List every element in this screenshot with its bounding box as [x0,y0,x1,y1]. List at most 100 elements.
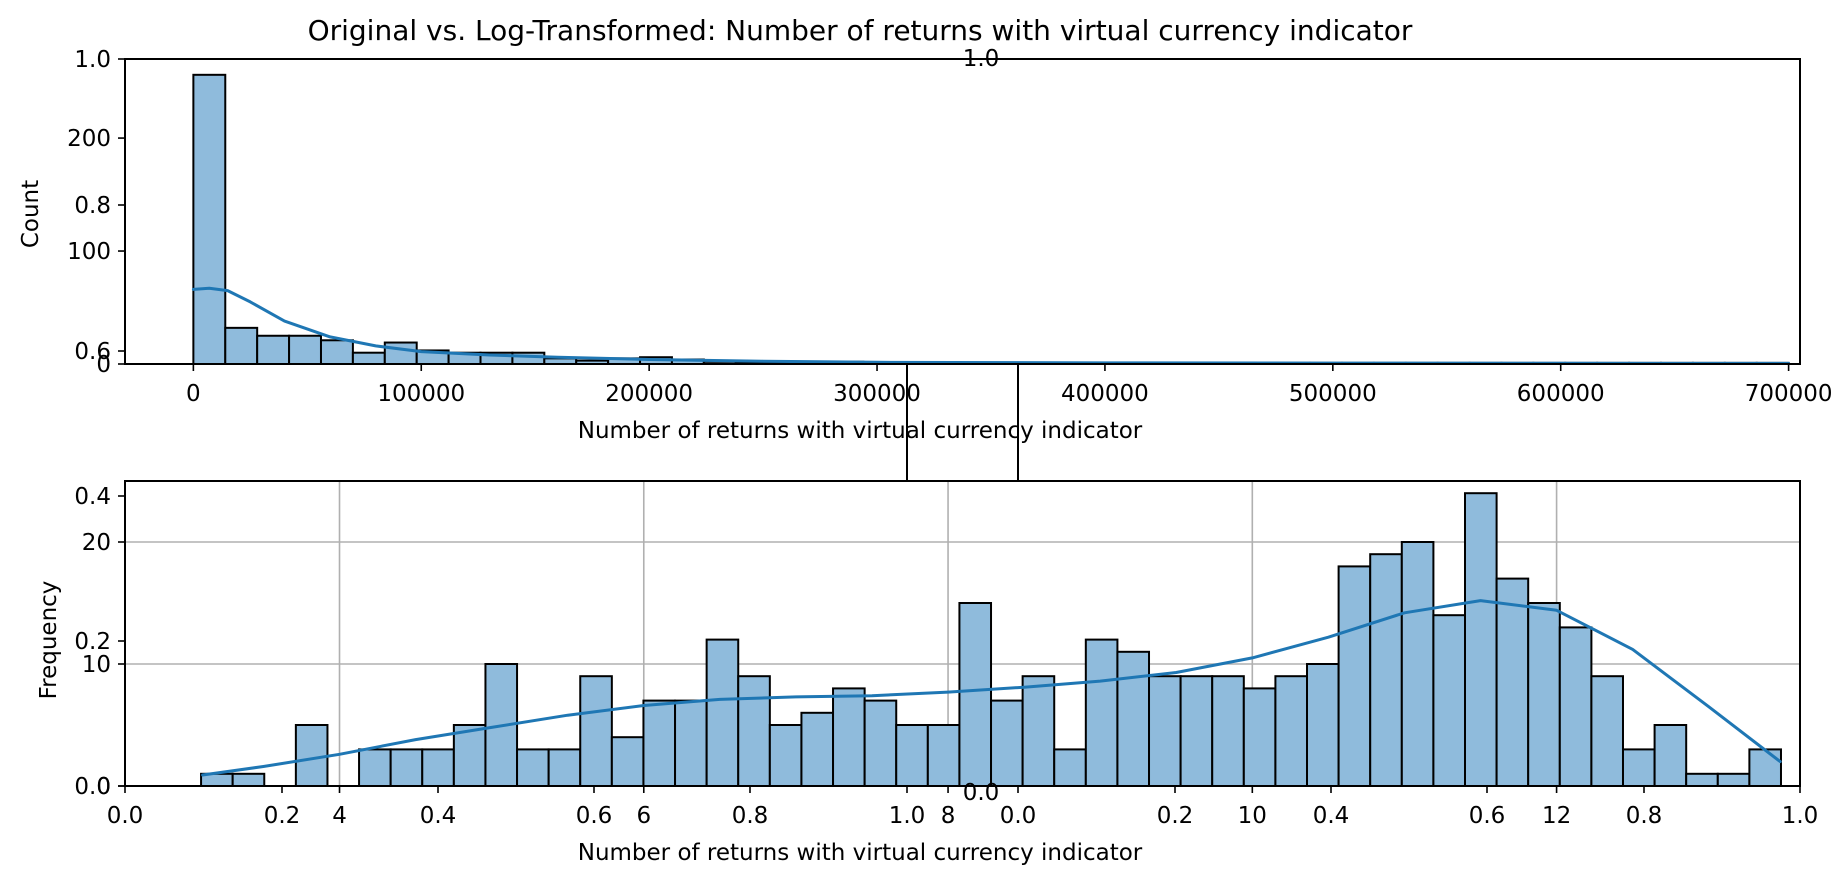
top-axes-frame [124,58,1801,365]
overlay-bottom-x-tick-label-10: 0.8 [1626,803,1663,829]
top-y-axis-label: Count [18,180,44,248]
overlay-bottom-y-tick-label-0: 0.0 [74,774,111,800]
chart-title: Original vs. Log-Transformed: Number of … [308,14,1413,47]
overlay-bottom-x-tick-label-1: 0.2 [264,803,301,829]
bottom-histogram-bar-20 [832,687,866,788]
overlay-center-x-tick-label: 0.0 [963,780,1000,806]
bottom-histogram-bar-35 [1306,663,1340,787]
bottom-histogram-bar-21 [863,699,898,787]
overlay-bottom-x-tick-label-11: 1.0 [1782,803,1819,829]
top-x-tick-label-0: 0 [186,381,201,407]
overlay-bottom-x-tick-label-6: 0.0 [1000,803,1037,829]
bottom-histogram-bar-28 [1084,638,1119,787]
bottom-y-tick-label-2: 20 [82,530,111,556]
bottom-histogram-bar-13 [610,736,645,788]
bottom-histogram-bar-37 [1369,553,1403,788]
overlay-bottom-x-tick-label-2: 0.4 [420,803,457,829]
top-x-tick-label-7: 700000 [1745,381,1833,407]
bottom-histogram-bar-24 [958,602,993,787]
overlay-bottom-x-tick-label-4: 0.8 [732,803,769,829]
overlay-top-y-tick-label-0: 0.6 [74,339,111,365]
bottom-x-tick-label-1: 6 [636,803,651,829]
overlay-bottom-x-tick-label-7: 0.2 [1157,803,1194,829]
top-histogram-bar-2 [256,334,291,365]
bottom-histogram-bar-48 [1716,772,1751,787]
bottom-histogram-bar-26 [1021,675,1056,788]
bottom-histogram-bar-22 [895,724,929,787]
bottom-histogram-bar-30 [1148,675,1182,788]
top-x-tick-label-1: 100000 [377,381,465,407]
bottom-histogram-bar-34 [1274,675,1309,788]
bottom-histogram-bar-31 [1179,675,1214,788]
top-histogram-bar-5 [351,351,386,366]
bottom-histogram-bar-10 [516,748,550,788]
bottom-histogram-bar-29 [1116,650,1151,787]
bottom-y-tick-label-0: 0 [96,774,111,800]
overlay-top-y-tick-label-2: 1.0 [74,47,111,73]
bottom-histogram-bar-45 [1621,748,1656,788]
bottom-histogram-bar-17 [737,675,771,788]
top-histogram-bar-4 [319,339,354,365]
bottom-histogram-bar-47 [1685,772,1719,787]
bottom-histogram-bar-39 [1432,614,1467,788]
bottom-histogram-bar-5 [358,748,392,788]
bottom-kde-curve [201,599,1782,777]
bottom-histogram-bar-18 [768,724,803,787]
top-x-tick-label-2: 200000 [605,381,693,407]
top-x-tick-label-4: 400000 [1061,381,1149,407]
overlay-bottom-x-tick-label-0: 0.0 [107,803,144,829]
top-histogram-bar-1 [224,326,259,365]
bottom-histogram-bar-1 [231,772,266,787]
bottom-y-axis-label: Frequency [36,581,62,700]
bottom-histogram-bar-32 [1211,675,1245,788]
bottom-histogram-bar-16 [705,638,740,787]
top-histogram-bar-0 [192,73,227,365]
bottom-x-axis-label: Number of returns with virtual currency … [578,840,1143,866]
overlay-bottom-x-tick-label-9: 0.6 [1469,803,1506,829]
bottom-histogram-bar-27 [1053,748,1087,788]
bottom-histogram-bar-44 [1590,675,1624,788]
bottom-histogram-bar-14 [642,699,677,787]
bottom-histogram-bar-15 [674,699,708,787]
overlay-bottom-x-tick-label-3: 0.6 [576,803,613,829]
bottom-axes-frame [124,480,1801,787]
bottom-x-tick-label-3: 10 [1238,803,1267,829]
top-x-tick-label-5: 500000 [1289,381,1377,407]
bottom-y-tick-label-1: 10 [82,652,111,678]
bottom-histogram-bar-11 [547,748,582,788]
top-y-tick-label-1: 100 [67,239,111,265]
bottom-histogram-bar-33 [1242,687,1277,788]
bottom-histogram-bar-7 [421,748,455,788]
overlay-bottom-x-tick-label-8: 0.4 [1313,803,1350,829]
bottom-histogram-bar-23 [926,724,961,787]
top-histogram-bar-6 [383,341,418,366]
bottom-histogram-bar-42 [1527,602,1561,787]
top-y-tick-label-0: 0 [96,352,111,378]
overlay-top-y-tick-label-1: 0.8 [74,193,111,219]
overlay-bottom-y-tick-label-2: 0.4 [74,484,111,510]
top-x-axis-label: Number of returns with virtual currency … [578,418,1143,444]
overlay-bottom-y-tick-label-1: 0.2 [74,629,111,655]
bottom-x-tick-label-2: 8 [941,803,956,829]
bottom-histogram-bar-36 [1337,565,1372,788]
overlay-bottom-x-tick-label-5: 1.0 [889,803,926,829]
bottom-histogram-bar-25 [990,699,1024,787]
bottom-histogram-bar-12 [579,675,613,788]
bottom-x-tick-label-0: 4 [332,803,347,829]
top-histogram-bar-3 [288,334,322,365]
bottom-histogram-bar-43 [1558,626,1593,788]
bottom-histogram-bar-41 [1495,577,1530,787]
top-x-tick-label-6: 600000 [1517,381,1605,407]
bottom-histogram-bar-19 [800,711,835,787]
bottom-x-tick-label-4: 12 [1542,803,1571,829]
bottom-histogram-bar-38 [1400,541,1435,787]
bottom-histogram-bar-40 [1464,492,1498,787]
top-y-tick-label-2: 200 [67,126,111,152]
overlay-top-x-tick-label: 1.0 [963,46,1000,72]
bottom-histogram-bar-6 [389,748,424,788]
bottom-histogram-bar-49 [1748,748,1782,788]
top-kde-curve [191,286,1791,365]
bottom-histogram-bar-46 [1653,724,1688,787]
